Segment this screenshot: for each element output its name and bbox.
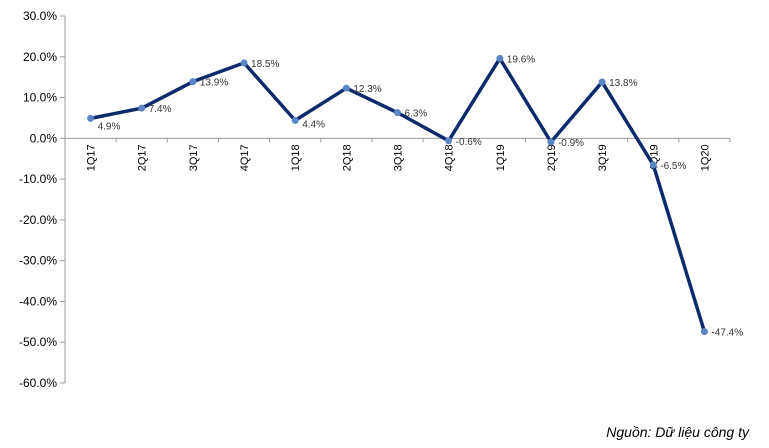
x-tick-label: 2Q19 xyxy=(546,144,558,171)
data-point xyxy=(547,138,555,146)
y-tick-label: -10.0% xyxy=(19,172,57,186)
data-label: 6.3% xyxy=(405,109,428,120)
y-tick-label: 10.0% xyxy=(23,91,57,105)
data-point xyxy=(394,109,401,117)
x-tick-label: 2Q18 xyxy=(341,144,353,171)
data-label: 12.3% xyxy=(353,84,381,95)
data-label: -6.5% xyxy=(660,161,686,172)
x-tick-label: 4Q18 xyxy=(444,144,456,171)
data-label: -0.9% xyxy=(558,138,584,149)
data-labels: 4.9% 7.4% 13.9% 18.5% 4.4% 12.3% 6.3% -0.6% 19.6… xyxy=(98,54,744,338)
data-label: -0.6% xyxy=(456,137,482,148)
y-tick-label: -20.0% xyxy=(19,213,57,227)
y-tick-label: -40.0% xyxy=(19,294,57,308)
y-tick-label: 30.0% xyxy=(23,9,57,23)
y-tick-label: -60.0% xyxy=(19,376,57,390)
data-point xyxy=(598,78,606,86)
y-axis: 30.0% 20.0% 10.0% 0.0% -10.0% -20.0% -30.0% -40… xyxy=(19,9,66,390)
data-point xyxy=(240,59,248,67)
x-axis: 1Q17 2Q17 3Q17 4Q17 1Q18 2Q18 3Q18 4Q18 1Q19 2Q19… xyxy=(64,137,731,171)
data-point xyxy=(342,84,350,92)
x-tick-label: 2Q17 xyxy=(137,144,149,171)
y-tick-label: -50.0% xyxy=(19,335,57,349)
x-tick-label: 1Q17 xyxy=(86,144,98,171)
data-label: 4.9% xyxy=(98,121,121,132)
x-tick-label: 1Q18 xyxy=(290,144,302,171)
x-tick-label: 1Q20 xyxy=(699,144,711,171)
data-label: 13.9% xyxy=(200,78,228,89)
series-line xyxy=(87,54,708,336)
data-label: 18.5% xyxy=(251,59,279,70)
data-label: 13.8% xyxy=(609,78,637,89)
data-point xyxy=(87,114,95,122)
data-label: 7.4% xyxy=(149,104,172,115)
y-tick-label: 20.0% xyxy=(23,50,57,64)
data-point xyxy=(649,161,657,169)
series-polyline xyxy=(90,56,707,333)
y-tick-label: -30.0% xyxy=(19,254,57,268)
x-tick-label: 4Q17 xyxy=(239,144,251,171)
x-tick-label: 3Q17 xyxy=(188,144,200,171)
data-label: 19.6% xyxy=(507,54,535,65)
data-point xyxy=(700,328,708,336)
data-point xyxy=(496,54,504,62)
data-point xyxy=(189,78,197,86)
data-point xyxy=(445,137,453,145)
data-point xyxy=(291,116,299,124)
data-point xyxy=(138,104,146,112)
x-tick-label: 3Q19 xyxy=(597,144,609,171)
y-tick-label: 0.0% xyxy=(30,131,58,145)
x-tick-label: 3Q18 xyxy=(393,144,405,171)
x-tick-label: 1Q19 xyxy=(495,144,507,171)
data-label: -47.4% xyxy=(711,328,743,339)
source-note: Nguồn: Dữ liệu công ty xyxy=(606,424,749,440)
data-label: 4.4% xyxy=(302,119,325,130)
